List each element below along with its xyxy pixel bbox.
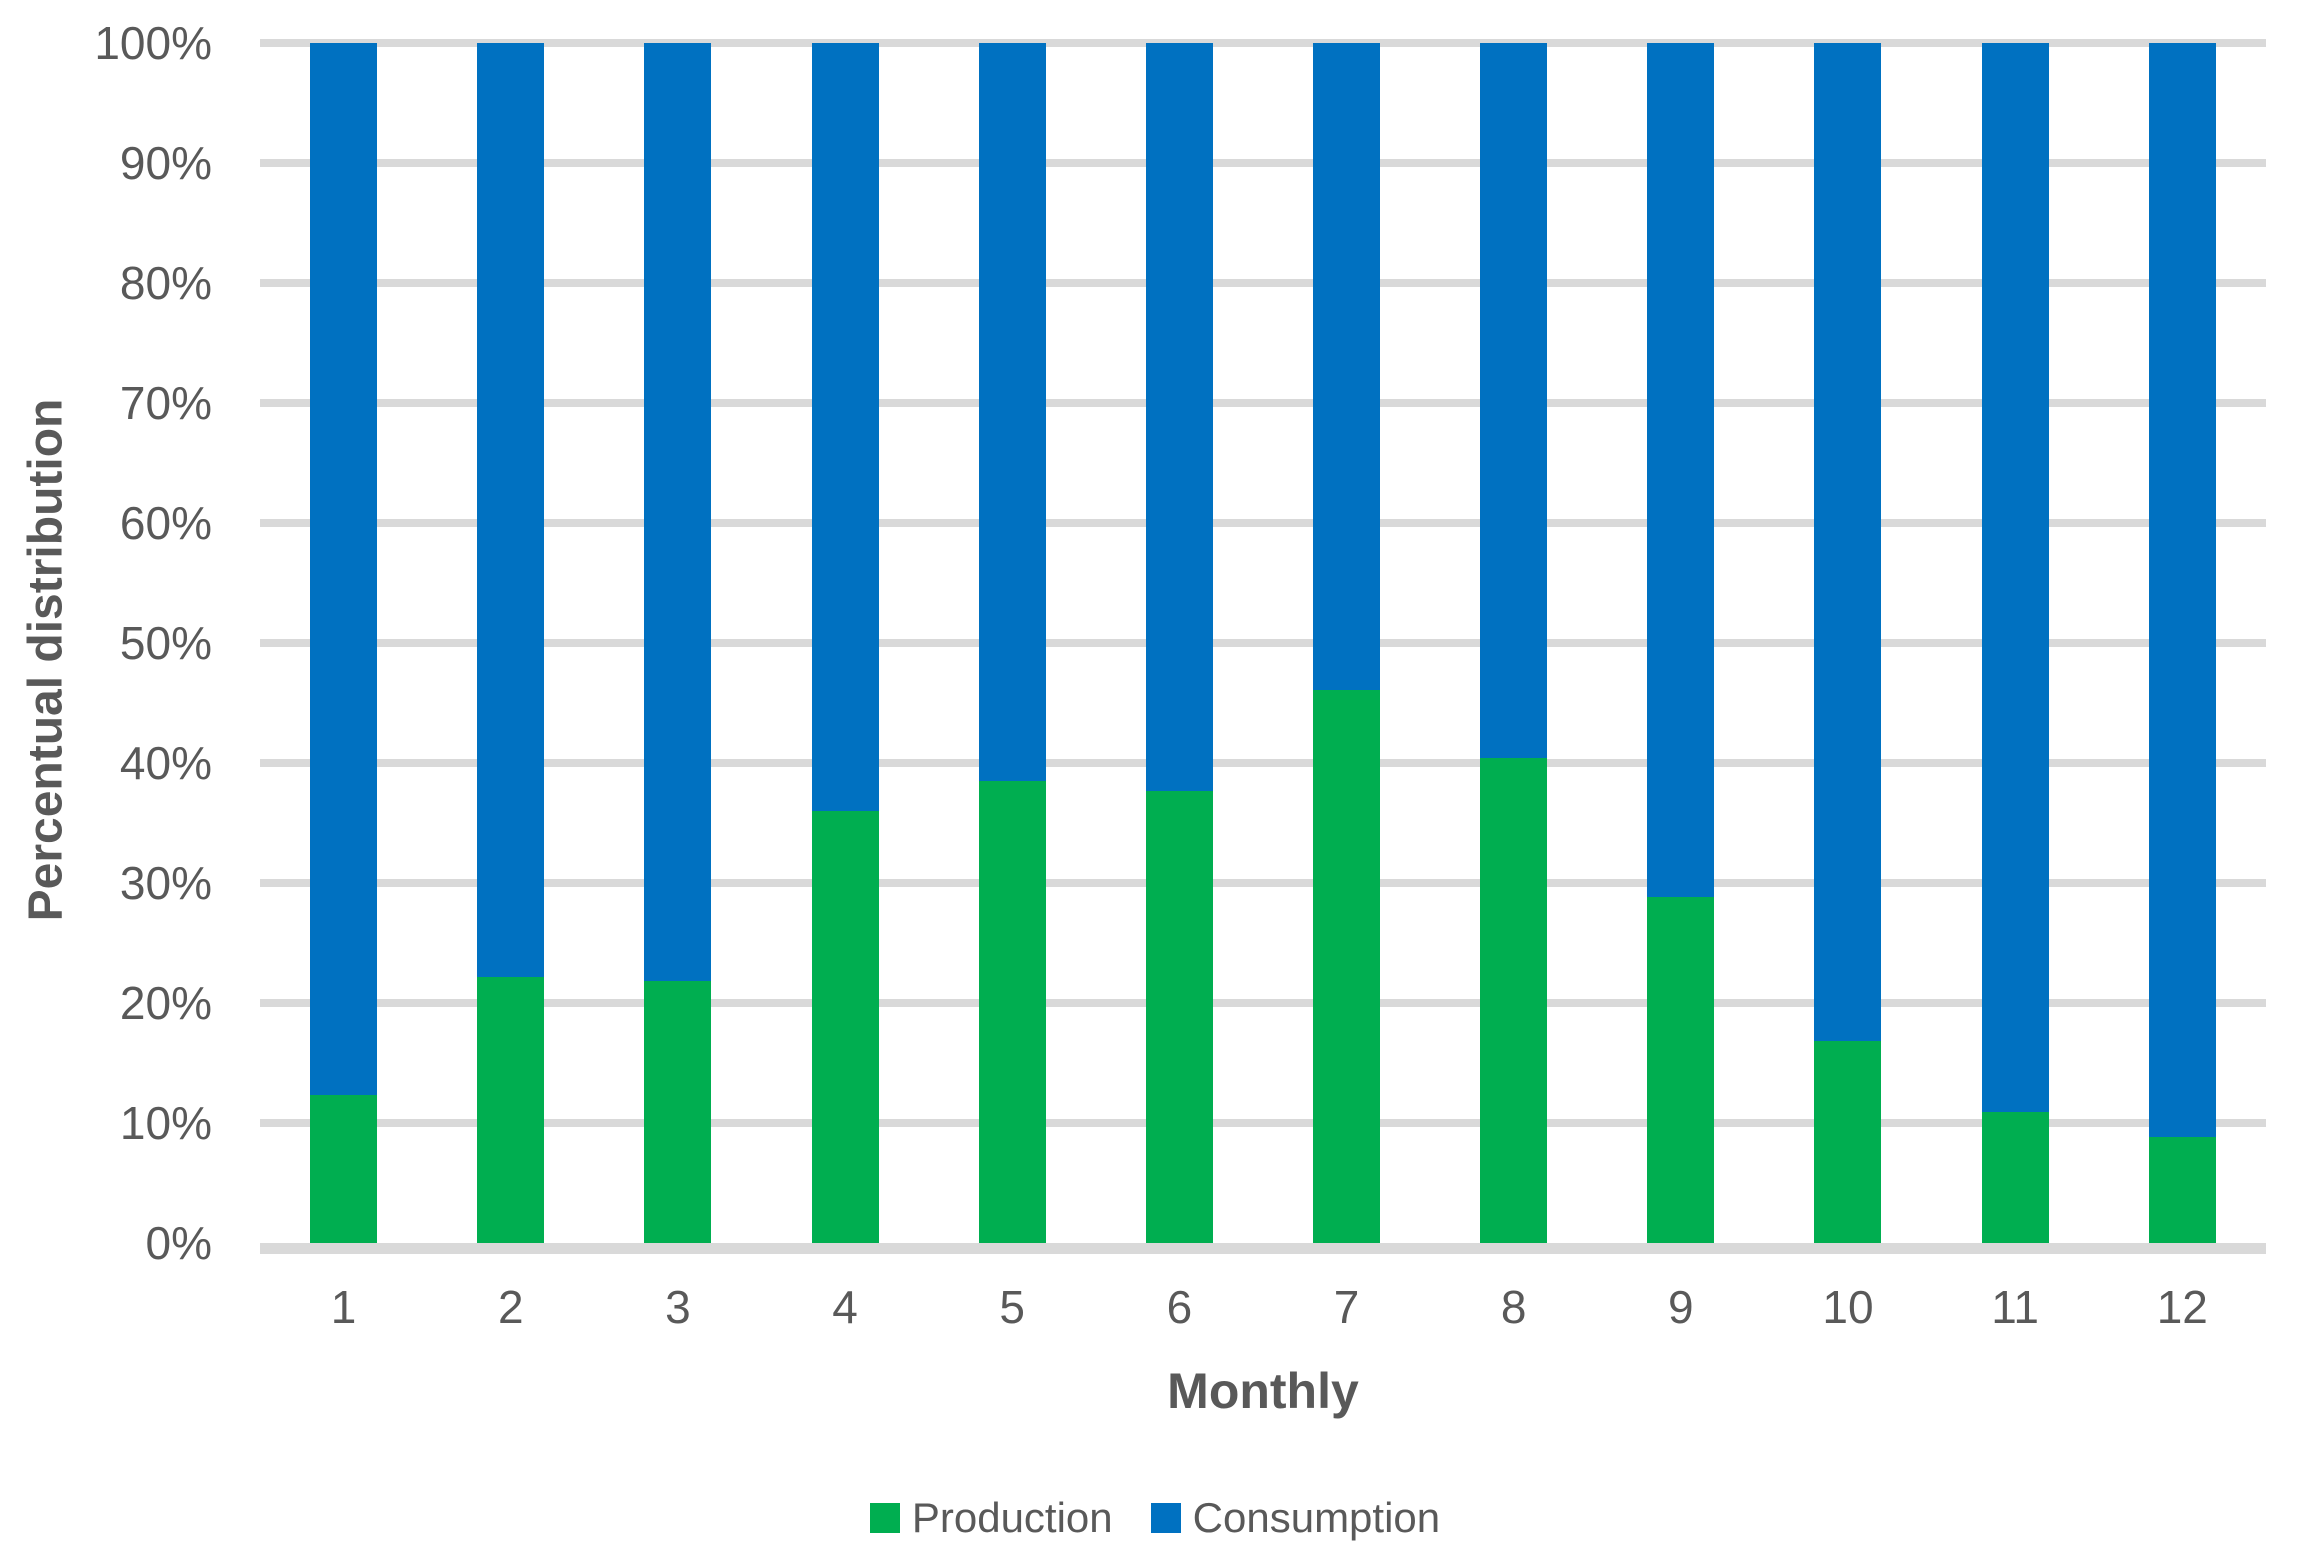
bar-segment-11-production	[1981, 1112, 2049, 1243]
legend-swatch-icon	[1150, 1503, 1181, 1533]
x-tick-label-5: 5	[999, 1281, 1025, 1333]
x-tick-label-1: 1	[330, 1281, 357, 1333]
bar-segment-12-production	[2148, 1137, 2216, 1243]
bar-segment-3-production	[644, 981, 712, 1243]
x-tick-label-4: 4	[832, 1281, 858, 1333]
x-tick-label-6: 6	[1166, 1281, 1193, 1333]
x-tick-label-8: 8	[1500, 1281, 1527, 1333]
gridline-20	[260, 999, 2266, 1007]
bar-month-12	[2148, 43, 2216, 1243]
bar-segment-4-consumption	[811, 43, 879, 811]
bar-segment-6-consumption	[1145, 43, 1213, 791]
gridline-60	[260, 519, 2266, 527]
bar-segment-7-consumption	[1313, 43, 1381, 690]
bar-segment-6-production	[1145, 790, 1213, 1243]
x-axis-title: Monthly	[1167, 1363, 1359, 1419]
legend-item-consumption: Consumption	[1150, 1494, 1441, 1542]
bar-segment-9-production	[1647, 897, 1715, 1243]
bar-segment-8-consumption	[1480, 43, 1548, 759]
x-tick-label-11: 11	[1991, 1281, 2040, 1333]
bar-segment-5-consumption	[978, 43, 1046, 781]
bar-month-1	[310, 43, 378, 1243]
bar-segment-11-consumption	[1981, 43, 2049, 1113]
legend-swatch-icon	[869, 1503, 900, 1533]
gridline-10	[260, 1119, 2266, 1127]
x-tick-label-9: 9	[1668, 1281, 1694, 1333]
bar-segment-8-production	[1480, 758, 1548, 1243]
bar-month-5	[978, 43, 1046, 1243]
legend-label: Production	[911, 1494, 1113, 1541]
bar-segment-1-consumption	[310, 43, 378, 1096]
y-tick-label-100: 100%	[94, 17, 212, 69]
bar-segment-7-production	[1313, 689, 1381, 1243]
plot-area	[260, 39, 2266, 1254]
y-tick-label-0: 0%	[145, 1217, 212, 1269]
bar-month-9	[1647, 43, 1715, 1243]
bar-segment-1-production	[310, 1095, 378, 1243]
legend-label: Consumption	[1192, 1494, 1441, 1541]
bar-segment-2-production	[477, 976, 545, 1243]
y-tick-label-30: 30%	[119, 857, 212, 909]
y-tick-label-90: 90%	[119, 137, 212, 189]
y-tick-label-50: 50%	[119, 617, 212, 669]
bars-layer	[260, 43, 2266, 1243]
x-axis-line	[260, 1243, 2266, 1254]
y-tick-label-60: 60%	[119, 497, 212, 549]
bar-month-8	[1480, 43, 1548, 1243]
bar-segment-5-production	[978, 781, 1046, 1243]
gridline-90	[260, 159, 2266, 167]
x-tick-label-7: 7	[1333, 1281, 1360, 1333]
x-tick-label-3: 3	[665, 1281, 691, 1333]
gridline-40	[260, 759, 2266, 767]
bar-month-7	[1313, 43, 1381, 1243]
y-tick-label-40: 40%	[119, 737, 212, 789]
bar-month-10	[1814, 43, 1882, 1243]
bar-month-6	[1145, 43, 1213, 1243]
gridline-70	[260, 399, 2266, 407]
bar-segment-9-consumption	[1647, 43, 1715, 898]
gridline-80	[260, 279, 2266, 287]
bar-segment-3-consumption	[644, 43, 712, 982]
bar-segment-10-production	[1814, 1041, 1882, 1243]
bar-segment-12-consumption	[2148, 43, 2216, 1138]
x-tick-label-10: 10	[1822, 1281, 1874, 1333]
gridline-layer	[260, 39, 2266, 1243]
y-tick-label-20: 20%	[119, 977, 212, 1029]
chart-legend: Production Consumption	[0, 1494, 2310, 1542]
y-axis-ticks: 0% 10% 20% 30% 40% 50% 60% 70% 80% 90% 100%	[0, 17, 212, 1269]
y-tick-label-80: 80%	[119, 257, 212, 309]
bar-month-2	[477, 43, 545, 1243]
y-tick-label-70: 70%	[119, 377, 212, 429]
bar-segment-4-production	[811, 811, 879, 1243]
gridline-100	[260, 39, 2266, 47]
gridline-50	[260, 639, 2266, 647]
bar-month-11	[1981, 43, 2049, 1243]
x-axis-ticks: 1 2 3 4 5 6 7 8 9 10 11 12	[260, 1280, 2266, 1334]
bar-segment-10-consumption	[1814, 43, 1882, 1042]
bar-month-3	[644, 43, 712, 1243]
y-tick-label-10: 10%	[119, 1097, 212, 1149]
bar-month-4	[811, 43, 879, 1243]
bar-segment-2-consumption	[477, 43, 545, 977]
x-tick-label-2: 2	[497, 1281, 524, 1333]
legend-item-production: Production	[869, 1494, 1113, 1542]
gridline-30	[260, 879, 2266, 887]
x-tick-label-12: 12	[2156, 1281, 2208, 1333]
